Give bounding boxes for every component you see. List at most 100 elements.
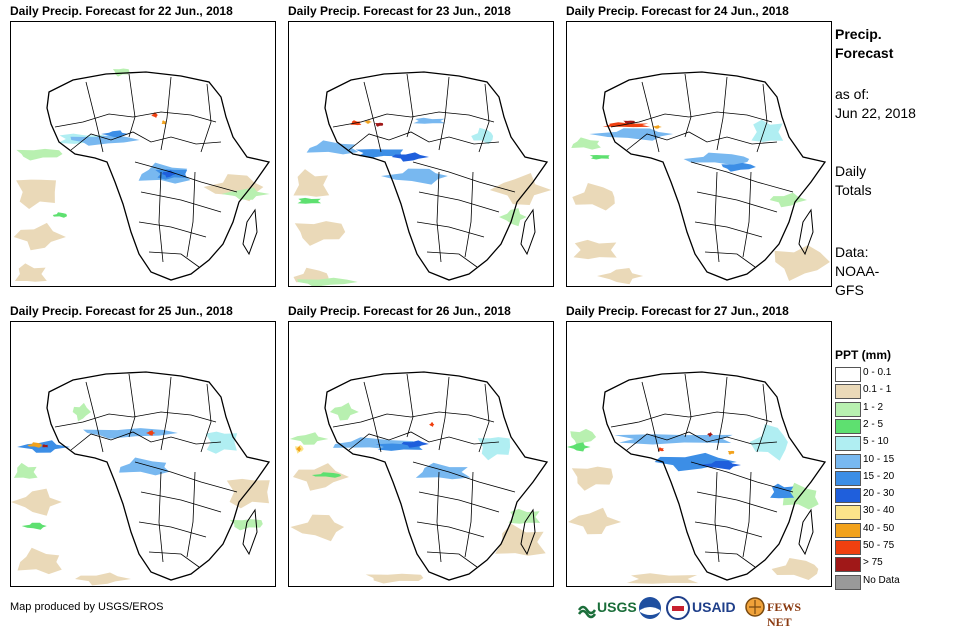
country-border: [438, 376, 450, 451]
precip-area: [626, 573, 699, 584]
precip-area: [41, 444, 49, 448]
precip-area: [589, 128, 674, 141]
precip-area: [364, 120, 372, 124]
africa-map: [571, 71, 830, 285]
precip-area: [570, 428, 597, 447]
precip-area: [782, 482, 819, 510]
country-border: [610, 411, 773, 428]
precip-area: [654, 452, 737, 472]
country-border: [134, 461, 238, 493]
precip-area: [27, 442, 42, 448]
africa-map: [567, 371, 827, 584]
legend-title: PPT (mm): [835, 348, 892, 362]
precip-area: [329, 402, 359, 421]
legend-swatch: [835, 540, 861, 555]
panel-title: Daily Precip. Forecast for 26 Jun., 2018: [288, 304, 511, 318]
source-line3: GFS: [835, 282, 864, 298]
precip-area: [75, 572, 131, 586]
precip-area: [289, 432, 329, 445]
madagascar: [520, 208, 536, 256]
credit-text: Map produced by USGS/EROS: [10, 601, 164, 613]
panel-title: Daily Precip. Forecast for 27 Jun., 2018: [566, 304, 789, 318]
coastline: [324, 371, 549, 581]
legend-swatch: [835, 557, 861, 573]
country-border: [186, 471, 196, 558]
country-border: [160, 76, 172, 151]
country-border: [160, 376, 172, 451]
precip-area: [297, 197, 322, 204]
country-border: [140, 191, 222, 213]
forecast-panel-4: Daily Precip. Forecast for 25 Jun., 2018: [10, 304, 276, 587]
country-border: [478, 83, 490, 153]
country-border: [716, 76, 728, 151]
country-border: [140, 491, 222, 513]
country-border: [690, 161, 794, 193]
country-border: [438, 76, 450, 151]
country-border: [626, 131, 778, 151]
usgs-logo: USGS: [577, 596, 637, 620]
forecast-panel-2: Daily Precip. Forecast for 23 Jun., 2018: [288, 4, 554, 287]
coastline: [46, 71, 271, 281]
precip-area: [146, 430, 156, 436]
precip-area: [16, 148, 63, 161]
precip-area: [365, 573, 424, 584]
precip-area: [751, 119, 784, 142]
country-border: [406, 73, 414, 138]
country-border: [200, 83, 212, 153]
precip-map: [288, 21, 554, 287]
legend-label: 10 - 15: [863, 453, 895, 465]
precip-area: [683, 152, 750, 166]
legend-label: 50 - 75: [863, 540, 895, 551]
precip-area: [293, 463, 349, 491]
panel-title: Daily Precip. Forecast for 25 Jun., 2018: [10, 304, 233, 318]
country-border: [332, 411, 495, 428]
precip-area: [571, 466, 613, 491]
africa-map: [13, 68, 271, 282]
country-border: [742, 471, 752, 558]
country-border: [158, 471, 164, 563]
source-line2: NOAA-: [835, 263, 880, 279]
country-border: [464, 471, 474, 558]
precip-area: [226, 478, 270, 509]
legend-swatch: [835, 367, 861, 382]
precip-area: [495, 523, 546, 556]
country-border: [138, 221, 207, 238]
precip-area: [614, 434, 733, 445]
precip-area: [16, 179, 57, 209]
precip-area: [769, 192, 807, 208]
precip-area: [17, 547, 62, 575]
country-border: [412, 461, 516, 493]
madagascar: [798, 208, 814, 256]
precip-area: [290, 514, 345, 542]
country-border: [610, 111, 773, 128]
totals-line2: Totals: [835, 182, 872, 198]
precip-area: [597, 268, 644, 285]
precip-area: [112, 68, 130, 77]
country-border: [148, 251, 200, 268]
legend-swatch: [835, 401, 861, 417]
heading-line1: Precip.: [835, 26, 882, 42]
country-border: [641, 381, 660, 453]
africa-map: [289, 371, 549, 584]
precip-area: [489, 173, 552, 205]
fewsnet-logo: FEWS NET: [745, 596, 825, 629]
precip-map: [566, 321, 832, 587]
country-border: [363, 381, 382, 453]
sidebar-source: Data: NOAA- GFS: [835, 243, 879, 300]
forecast-panel-1: Daily Precip. Forecast for 22 Jun., 2018: [10, 4, 276, 287]
sidebar-asof: as of: Jun 22, 2018: [835, 85, 916, 123]
country-border: [416, 221, 485, 238]
country-border: [641, 81, 660, 153]
country-border: [363, 81, 382, 153]
precip-area: [72, 402, 91, 422]
precip-area: [401, 440, 429, 448]
country-border: [626, 431, 778, 451]
precip-area: [567, 442, 591, 452]
panel-title: Daily Precip. Forecast for 23 Jun., 2018: [288, 4, 511, 18]
country-border: [696, 191, 778, 213]
precip-area: [311, 472, 342, 478]
country-border: [714, 471, 720, 563]
precip-area: [589, 155, 610, 160]
precip-area: [151, 112, 158, 118]
precip-area: [162, 170, 176, 178]
